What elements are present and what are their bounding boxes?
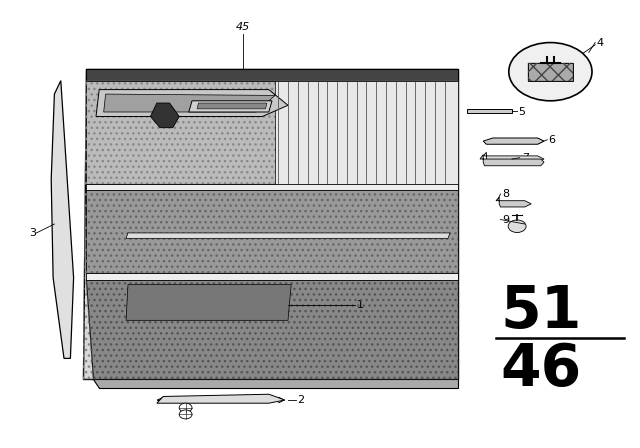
Polygon shape: [480, 155, 544, 166]
Text: 51: 51: [500, 283, 582, 340]
Circle shape: [179, 410, 192, 419]
Text: 8: 8: [502, 189, 509, 199]
Polygon shape: [51, 81, 74, 358]
Polygon shape: [86, 273, 458, 280]
Text: 6: 6: [548, 135, 556, 145]
Polygon shape: [83, 69, 458, 379]
Polygon shape: [467, 109, 512, 113]
Polygon shape: [275, 81, 458, 184]
Polygon shape: [496, 197, 531, 207]
Text: 7: 7: [522, 153, 529, 163]
Polygon shape: [150, 103, 179, 128]
Polygon shape: [86, 81, 458, 184]
Polygon shape: [126, 284, 291, 320]
Circle shape: [508, 220, 526, 233]
Polygon shape: [104, 94, 275, 112]
Polygon shape: [197, 103, 267, 109]
Polygon shape: [86, 190, 458, 273]
Polygon shape: [96, 90, 288, 116]
Text: 5: 5: [518, 107, 525, 117]
Text: 1: 1: [357, 300, 364, 310]
Polygon shape: [528, 63, 573, 81]
Text: 46: 46: [500, 341, 581, 398]
Polygon shape: [86, 184, 458, 190]
Polygon shape: [126, 233, 450, 238]
Circle shape: [509, 43, 592, 101]
Polygon shape: [93, 379, 458, 388]
Text: 9: 9: [502, 215, 509, 224]
Text: 4: 4: [596, 38, 604, 47]
Polygon shape: [189, 101, 272, 112]
Polygon shape: [483, 152, 544, 162]
Polygon shape: [86, 280, 458, 379]
Polygon shape: [157, 394, 285, 403]
Circle shape: [179, 403, 192, 412]
Polygon shape: [86, 69, 458, 81]
Polygon shape: [483, 138, 544, 144]
Text: 45: 45: [236, 22, 250, 32]
Text: 2: 2: [298, 395, 305, 405]
Text: 3: 3: [29, 228, 36, 238]
